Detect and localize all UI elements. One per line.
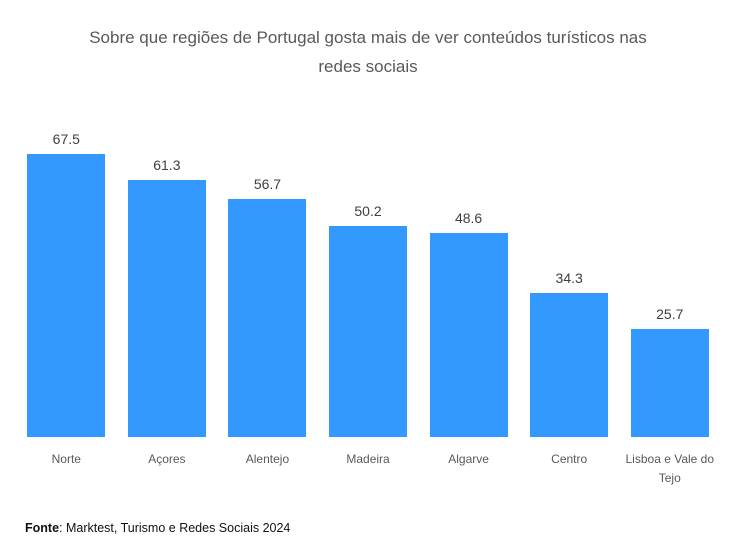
bar-column: 25.7 bbox=[619, 122, 720, 437]
chart-title: Sobre que regiões de Portugal gosta mais… bbox=[89, 28, 647, 76]
bar-value-label: 67.5 bbox=[52, 130, 80, 147]
bar bbox=[228, 198, 307, 437]
category-label: Madeira bbox=[346, 452, 390, 466]
bar bbox=[530, 292, 609, 437]
bar-value-label: 50.2 bbox=[354, 203, 382, 220]
bar-column: 34.3 bbox=[519, 122, 620, 437]
category-label: Alentejo bbox=[245, 452, 290, 466]
bar-column: 61.3 bbox=[117, 122, 218, 437]
bar bbox=[27, 153, 106, 437]
bar-value-label: 61.3 bbox=[153, 156, 181, 173]
category-label: Açores bbox=[148, 452, 186, 466]
bar-value-label: 25.7 bbox=[656, 306, 684, 323]
source-note: Fonte: Marktest, Turismo e Redes Sociais… bbox=[25, 521, 290, 535]
bar-column: 56.7 bbox=[217, 122, 318, 437]
bar-value-label: 48.6 bbox=[454, 209, 483, 226]
bar bbox=[429, 232, 508, 437]
source-label: Fonte bbox=[25, 521, 60, 535]
category-axis: Norte Açores Alentejo Madeira Algarve Centro L… bbox=[16, 450, 720, 487]
bar bbox=[630, 329, 709, 437]
category-label: Algarve bbox=[448, 452, 489, 466]
chart-page: { "chart": { "title": "Sobre que regiões… bbox=[0, 23, 736, 556]
bar-value-label: 34.3 bbox=[555, 269, 583, 286]
bar-column: 67.5 bbox=[16, 122, 117, 437]
bar bbox=[127, 179, 206, 437]
bar-column: 48.6 bbox=[418, 122, 519, 437]
category-label: Norte bbox=[51, 452, 81, 466]
source-text: : Marktest, Turismo e Redes Sociais 2024 bbox=[59, 521, 291, 535]
bar-column: 50.2 bbox=[318, 122, 419, 437]
bar-value-label: 56.7 bbox=[253, 175, 282, 192]
category-label: Lisboa e Vale do Tejo bbox=[625, 452, 715, 485]
category-label: Centro bbox=[551, 452, 588, 466]
bar-chart: 67.5 61.3 56.7 50.2 48.6 34.3 25.7 bbox=[16, 122, 720, 437]
bar bbox=[329, 226, 408, 437]
